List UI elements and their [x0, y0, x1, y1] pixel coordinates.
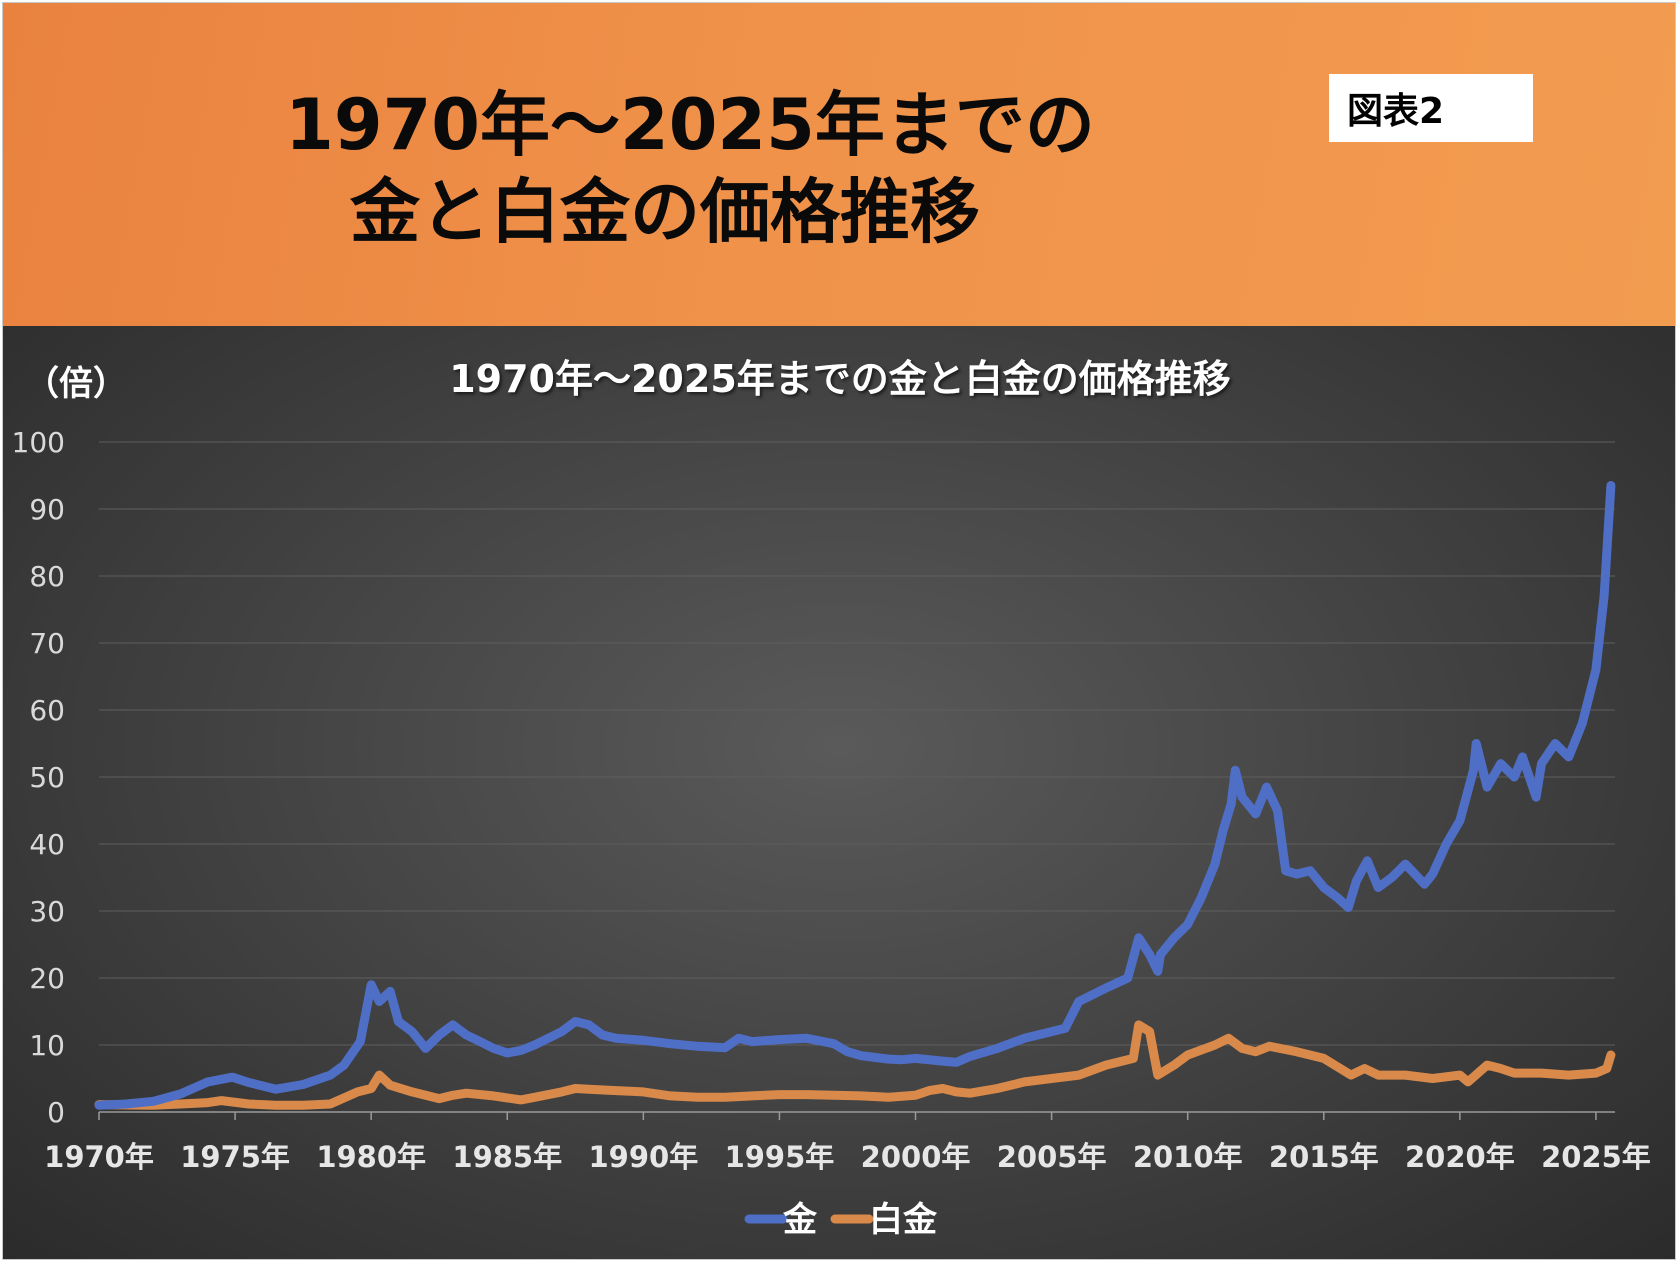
chart-title: 1970年～2025年までの金と白金の価格推移 [449, 357, 1231, 401]
series-line-platinum [94, 1020, 1616, 1110]
legend-platinum-label: 白金 [869, 1200, 938, 1240]
series-line-gold [94, 481, 1616, 1110]
x-tick-label: 1975年 [180, 1140, 290, 1174]
y-tick-label: 40 [29, 828, 65, 861]
y-tick-label: 80 [29, 560, 65, 593]
x-tick-label: 1995年 [725, 1140, 835, 1174]
x-tick-label: 1985年 [452, 1140, 562, 1174]
x-tick-label: 2010年 [1133, 1140, 1243, 1174]
x-tick-label: 2000年 [861, 1140, 971, 1174]
x-tick-label: 1970年 [44, 1140, 154, 1174]
y-tick-label: 20 [29, 962, 65, 995]
x-tick-label: 1990年 [588, 1140, 698, 1174]
x-tick-label: 1980年 [316, 1140, 426, 1174]
legend-gold-label: 金 [782, 1200, 818, 1240]
y-tick-label: 70 [29, 627, 65, 660]
line-chart: 0 10 20 30 40 50 60 70 80 90 100 1970年 1975年 1980年 198… [12, 426, 1651, 1240]
header-banner: 1970年～2025年までの 金と白金の価格推移 図表2 [3, 3, 1675, 326]
y-tick-label: 50 [29, 761, 65, 794]
x-tick-label: 2020年 [1405, 1140, 1515, 1174]
y-tick-label: 90 [29, 493, 65, 526]
main-title-line1: 1970年～2025年までの [285, 84, 1095, 166]
x-tick-label: 2015年 [1269, 1140, 1379, 1174]
chart-area: 1970年～2025年までの金と白金の価格推移 （倍） 0 10 20 30 40 50 6… [3, 326, 1675, 1259]
x-tick-label: 2025年 [1541, 1140, 1651, 1174]
y-tick-label: 10 [29, 1029, 65, 1062]
y-tick-label: 60 [29, 694, 65, 727]
y-tick-label: 100 [12, 426, 65, 459]
y-tick-label: 30 [29, 895, 65, 928]
y-tick-label: 0 [47, 1096, 65, 1129]
main-title-line2: 金と白金の価格推移 [350, 171, 980, 253]
y-axis-unit-label: （倍） [25, 364, 127, 404]
x-tick-label: 2005年 [997, 1140, 1107, 1174]
figure-label: 図表2 [1329, 74, 1533, 142]
